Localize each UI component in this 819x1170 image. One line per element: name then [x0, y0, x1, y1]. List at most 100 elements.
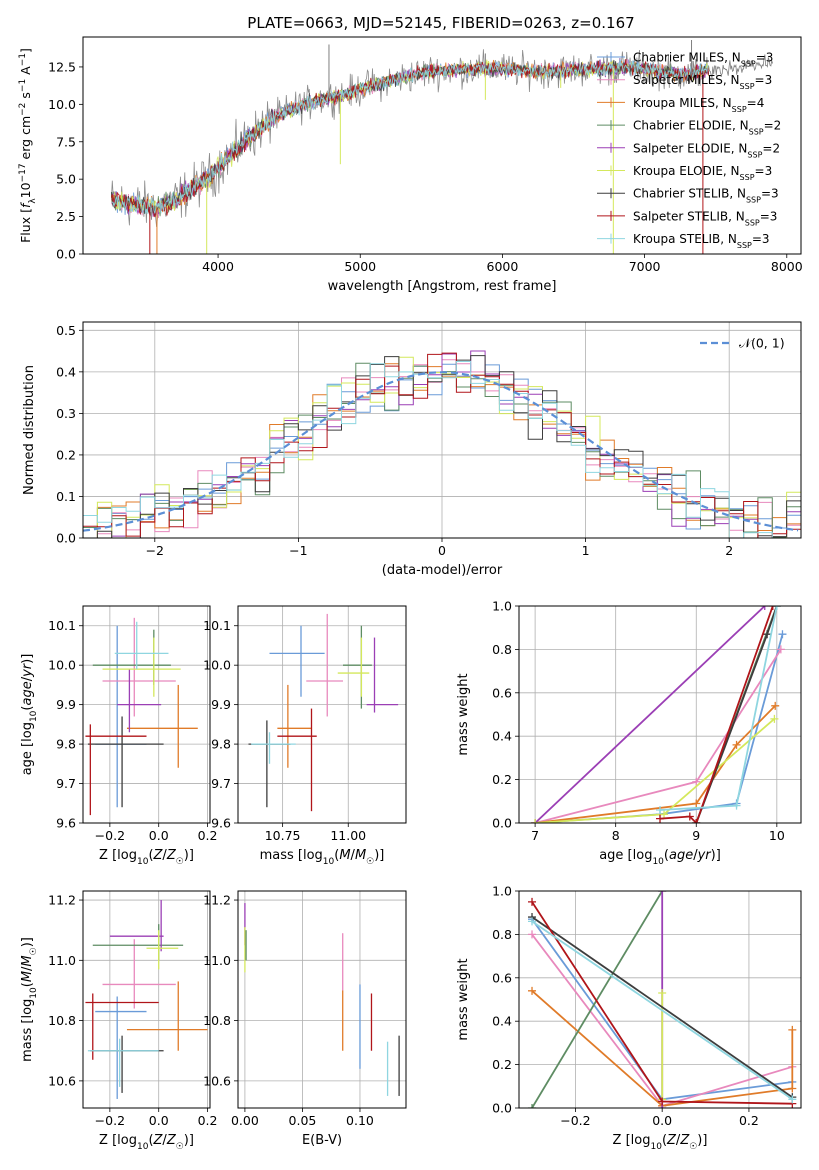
legend-sub: SSP: [740, 173, 755, 182]
x-axis-label: mass [log10(M/M☉)]: [260, 848, 385, 867]
weight-line-kroupa_stelib: [531, 920, 793, 1101]
plot-area: [248, 613, 399, 812]
figure-title: PLATE=0663, MJD=52145, FIBERID=0263, z=0…: [247, 14, 634, 32]
label-part: /: [20, 966, 35, 971]
y-tick-label: 10.0: [203, 658, 231, 673]
plot-area: [531, 606, 787, 823]
plot-area: [110, 39, 773, 254]
x-tick-label: 8000: [771, 259, 803, 274]
y-tick-label: 0.8: [492, 642, 512, 657]
legend-sub: SSP: [737, 241, 752, 250]
label-part: 10: [29, 987, 39, 999]
weight-line-kroupa_miles: [534, 705, 776, 823]
plot-area: [85, 900, 208, 1099]
legend-tail: =3: [755, 73, 773, 87]
x-axis-label: age [log10(age/yr)]: [599, 848, 721, 867]
legend-tail: =3: [761, 187, 779, 201]
x-axis-label: Z [log10(Z/Z☉)]: [99, 1133, 194, 1152]
x-tick-label: 0.10: [346, 1113, 374, 1128]
plot-area: [83, 350, 801, 538]
weight-marker-salpeter_miles: [776, 645, 785, 654]
y-tick-label: 5.0: [56, 172, 76, 187]
y-tick-label: 9.7: [211, 776, 231, 791]
label-part: yr: [20, 662, 35, 678]
panel-mass_vs_ebv: 0.00 0.05 0.10 10.6 10.8 11.0 11.2 E(B-V): [203, 890, 407, 1148]
x-tick-label: 0.0: [149, 1113, 169, 1128]
label-part: Z: [666, 1133, 677, 1148]
gridlines: [238, 891, 406, 1108]
legend-tail: =3: [756, 51, 774, 65]
weight-line-chabrier_miles: [535, 633, 784, 823]
label-part: /: [351, 848, 356, 863]
y-tick-label: 11.0: [48, 953, 76, 968]
legend-base: Kroupa MILES, N: [633, 96, 732, 110]
weight-marker-salpeter_stelib: [692, 819, 701, 823]
legend-label: Salpeter STELIB, NSSP=3: [633, 209, 777, 227]
legend-label: Kroupa ELODIE, NSSP=3: [633, 164, 772, 182]
legend-tail: =3: [760, 209, 778, 223]
legend-base: Salpeter STELIB, N: [633, 209, 745, 223]
x-tick-label: 1: [582, 543, 590, 558]
label-part: Z: [166, 1133, 177, 1148]
label-part: −1: [18, 53, 28, 66]
label-part: (: [148, 1133, 153, 1148]
y-axis-label: mass weight: [456, 958, 471, 1040]
legend-label: Salpeter ELODIE, NSSP=2: [633, 141, 780, 159]
legend-label: Chabrier MILES, NSSP=3: [633, 51, 773, 69]
x-axis-label: Z [log10(Z/Z☉)]: [99, 848, 194, 867]
hist-salpeter_stelib: [83, 352, 801, 538]
axes-frame: [518, 890, 802, 1109]
x-tick-label: −0.2: [95, 1113, 125, 1128]
weight-marker-kroupa_miles: [692, 799, 701, 808]
weight-marker-kroupa_stelib: [656, 805, 664, 814]
label-part: (: [334, 848, 339, 863]
label-part: Normed distribution: [22, 365, 37, 495]
label-part: −17: [18, 163, 28, 182]
weight-line-chabrier_stelib: [531, 916, 793, 1098]
y-tick-label: 0.8: [492, 927, 512, 942]
y-tick-label: 11.0: [203, 953, 231, 968]
x-axis-label: Z [log10(Z/Z☉)]: [613, 1133, 708, 1152]
weight-marker-salpeter_stelib: [656, 814, 664, 823]
y-axis-label: Flux [fλ10−17 erg cm−2 s−1 A−1]: [18, 48, 38, 243]
axes-frame: [518, 605, 802, 824]
y-tick-label: 2.5: [56, 209, 76, 224]
label-part: 10: [650, 1142, 662, 1152]
y-tick-label: 0.2: [492, 1057, 512, 1072]
axes-frame: [82, 605, 211, 824]
axes-frame: [237, 605, 407, 824]
x-tick-label: 6000: [487, 259, 519, 274]
weight-marker-salpeter_miles: [692, 777, 701, 786]
legend-tail: =2: [764, 119, 782, 133]
weight-marker-chabrier_stelib: [763, 630, 772, 639]
x-tick-label: −2: [146, 543, 164, 558]
y-tick-label: 0.4: [492, 1014, 512, 1029]
label-part: mass weight: [456, 673, 471, 755]
weight-marker-kroupa_miles: [771, 701, 780, 710]
legend-sub: SSP: [745, 218, 760, 227]
label-part: mass [log: [260, 848, 323, 863]
y-tick-label: 0.3: [56, 406, 76, 421]
y-tick-label: 0.4: [56, 364, 76, 379]
spectrum-line-kroupa_stelib: [111, 59, 709, 215]
y-tick-label: 0.0: [492, 1101, 512, 1116]
label-part: age [log: [20, 722, 35, 775]
weight-marker-kroupa_elodie: [770, 714, 779, 723]
x-axis-label: (data-model)/error: [382, 563, 503, 578]
label-part: E(B-V): [302, 1133, 342, 1148]
y-tick-label: 9.9: [56, 697, 76, 712]
label-part: f: [18, 202, 33, 208]
y-tick-label: 0.5: [56, 323, 76, 338]
y-axis-label: mass [log10(M/M☉)]: [20, 937, 39, 1062]
legend-tail: =3: [752, 232, 770, 246]
x-tick-label: 0.05: [289, 1113, 317, 1128]
weight-marker-kroupa_miles: [528, 986, 537, 995]
label-part: /: [676, 1133, 681, 1148]
label-part: M: [20, 971, 35, 982]
x-tick-label: 7: [531, 828, 539, 843]
y-tick-label: 9.6: [56, 816, 76, 831]
label-part: (: [20, 982, 35, 987]
x-tick-label: 8: [612, 828, 620, 843]
x-axis-label: E(B-V): [302, 1133, 342, 1148]
